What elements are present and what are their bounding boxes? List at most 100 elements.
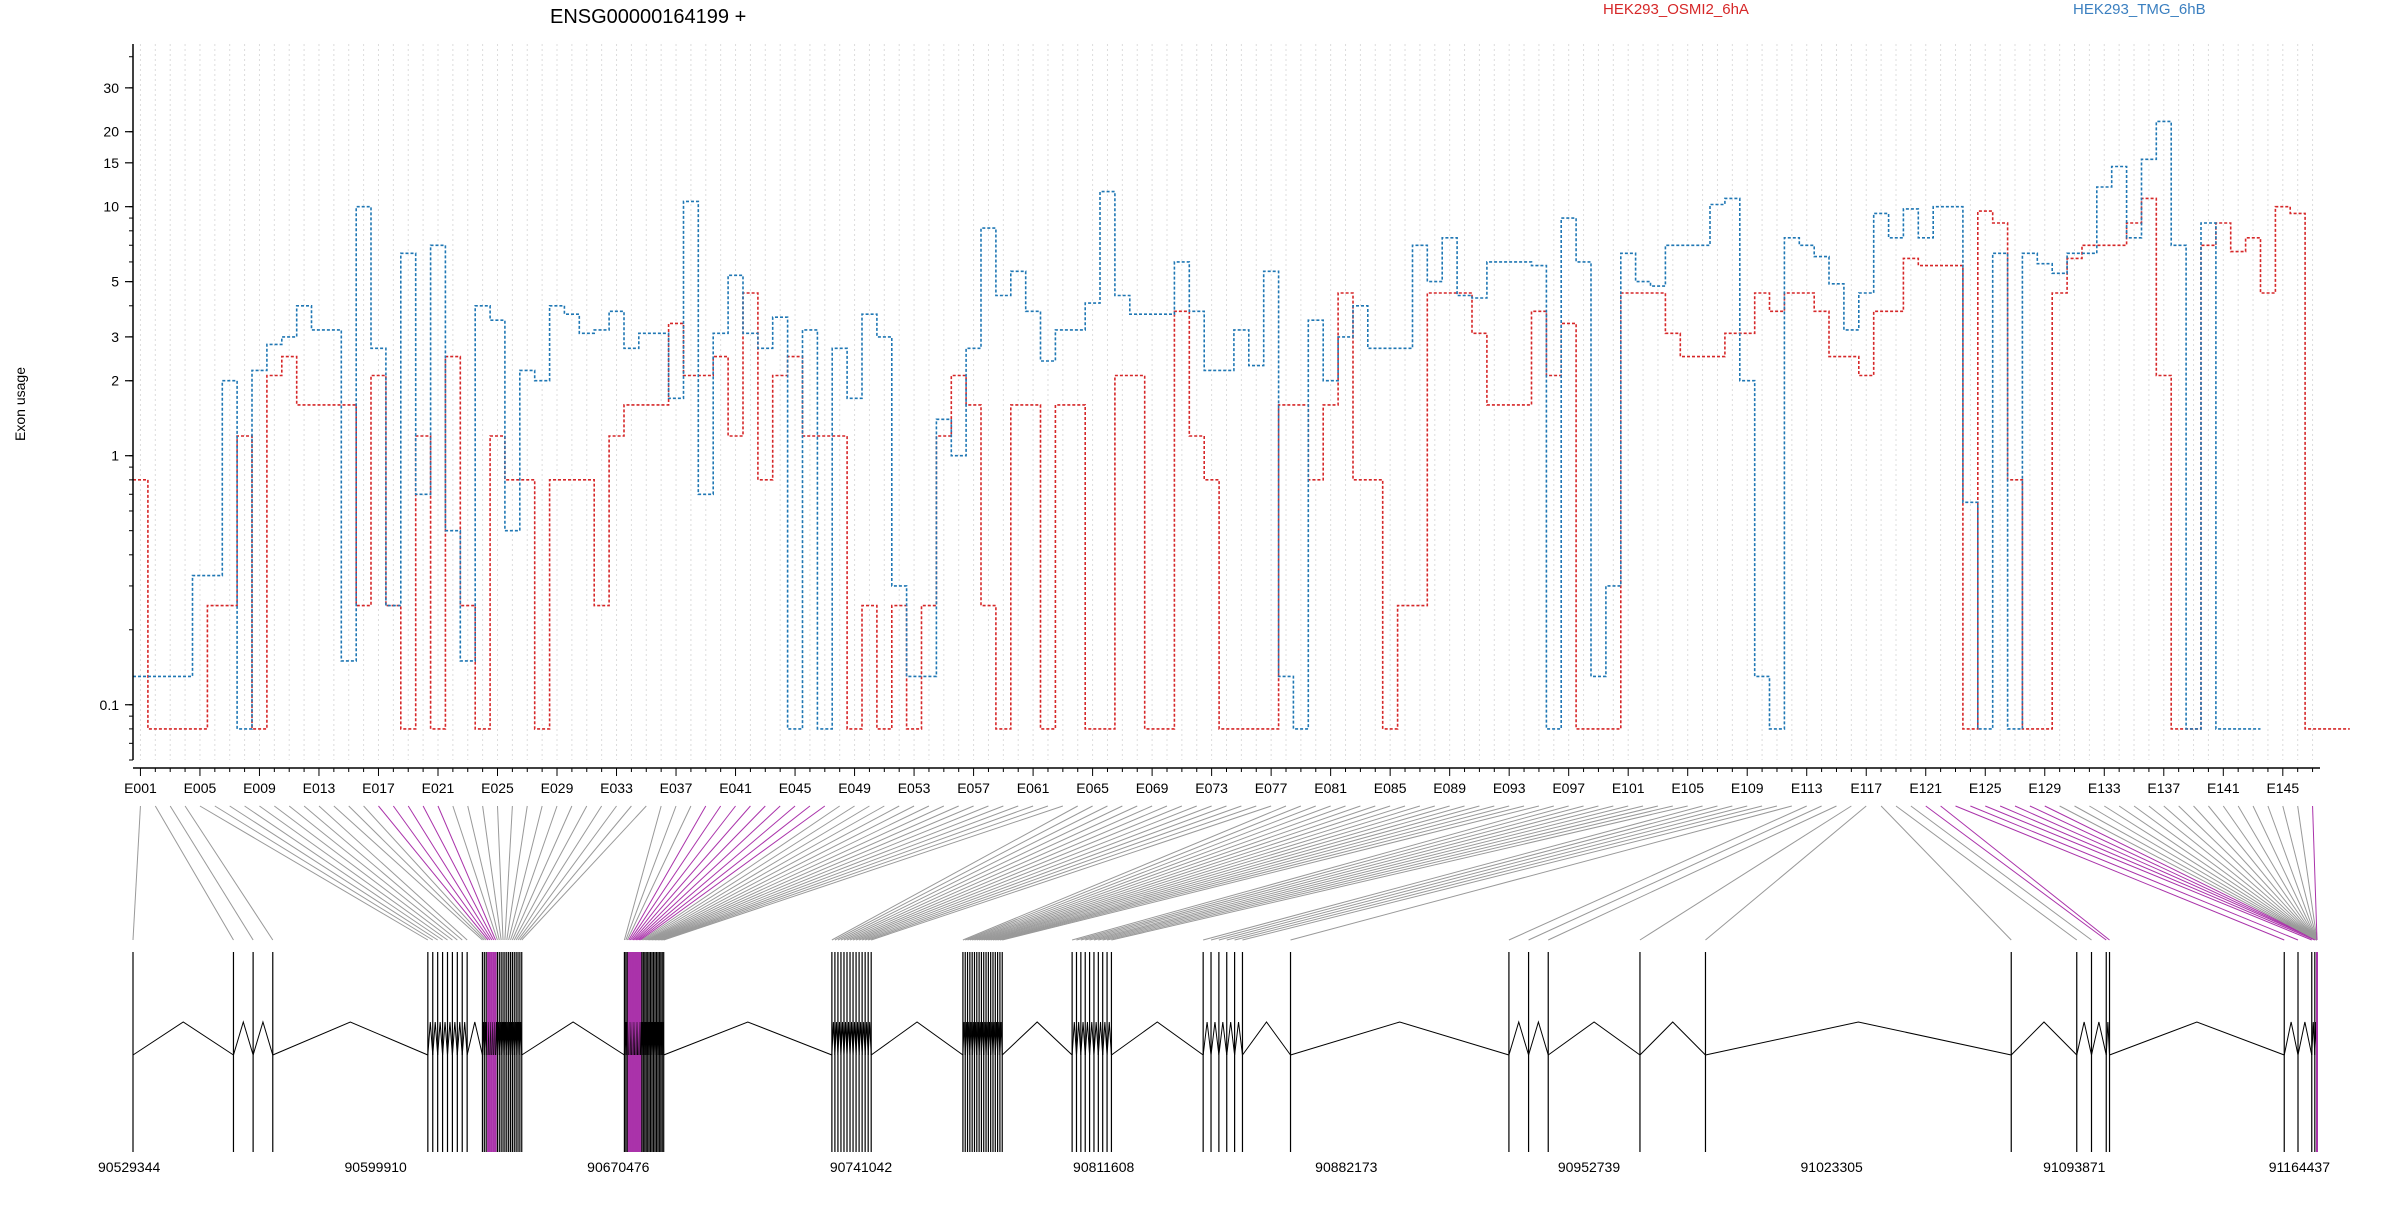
exon-connector	[2282, 805, 2318, 941]
exon-connector	[504, 805, 513, 941]
exon-connector	[2148, 805, 2318, 941]
exon-connector	[169, 805, 254, 941]
exon-connector	[1002, 805, 1540, 941]
exon-connector	[2133, 805, 2318, 941]
intron-line	[1001, 1021, 1073, 1056]
intron-line	[456, 1021, 463, 1056]
intron-line	[1202, 1021, 1212, 1056]
exon-connector	[834, 805, 1093, 941]
x-tick-label: E037	[660, 780, 693, 796]
x-tick-label: E089	[1433, 780, 1466, 796]
genomic-coordinate-label: 90741042	[830, 1159, 893, 1175]
y-tick-label: 1	[111, 448, 119, 464]
intron-line	[272, 1021, 429, 1056]
y-tick-label: 15	[103, 155, 119, 171]
y-tick-label: 3	[111, 329, 119, 345]
exon-connector	[2208, 805, 2318, 941]
x-tick-label: E033	[600, 780, 633, 796]
intron-line	[232, 1020, 254, 1056]
x-tick-label: E073	[1195, 780, 1228, 796]
exon-connector	[132, 805, 141, 941]
exon-connector	[637, 805, 796, 941]
exon-connector	[1528, 805, 1822, 941]
exon-connector	[482, 805, 502, 941]
intron-line	[451, 1021, 458, 1056]
x-tick-label: E133	[2088, 780, 2121, 796]
genomic-coordinate-label: 90882173	[1315, 1159, 1378, 1175]
exon-connector	[659, 805, 1019, 941]
intron-line	[437, 1021, 444, 1056]
x-tick-label: E053	[898, 780, 931, 796]
exon-connector	[2059, 805, 2318, 941]
exon-connector	[1071, 805, 1554, 941]
exon-connector	[508, 805, 543, 941]
exon-connector	[1508, 805, 1807, 941]
intron-line	[252, 1020, 274, 1056]
exon-connector	[515, 805, 603, 941]
exon-connector	[303, 805, 463, 941]
x-tick-label: E029	[541, 780, 574, 796]
intron-line	[1102, 1021, 1108, 1056]
exon-connector	[660, 805, 1034, 941]
x-tick-label: E137	[2147, 780, 2180, 796]
exon-connector	[1098, 805, 1644, 941]
exon-connector	[974, 805, 1361, 941]
intron-line	[1705, 1021, 2012, 1056]
genomic-coordinate-label: 90952739	[1558, 1159, 1621, 1175]
intron-line	[1508, 1020, 1530, 1056]
exon-connector	[2014, 805, 2317, 941]
axes: 0.1 1 2 3 5 10 15 20 30 E001 E005 E009 E013 E017 E021 E…	[100, 44, 2320, 796]
exon-connector	[1970, 805, 2299, 941]
exon-connector	[2163, 805, 2318, 941]
exon-connector	[497, 805, 504, 941]
exon-connector	[2267, 805, 2318, 941]
exon-connector	[641, 805, 840, 941]
x-tick-label: E021	[422, 780, 455, 796]
exon-connector	[662, 805, 1049, 941]
exon-connector	[871, 805, 1272, 941]
exon-connector	[1910, 805, 2092, 941]
exon-connector	[318, 805, 468, 941]
exon-connector	[623, 805, 662, 941]
exon-connector	[643, 805, 855, 941]
exon-connector	[1548, 805, 1837, 941]
intron-line	[1097, 1021, 1104, 1056]
exon-connector	[2118, 805, 2318, 941]
exon-connector	[648, 805, 915, 941]
exon-connector	[1955, 805, 2285, 941]
x-tick-label: E101	[1612, 780, 1645, 796]
exon-connector	[656, 805, 989, 941]
intron-line	[2297, 1021, 2313, 1056]
exon-connector	[965, 805, 1302, 941]
exon-connector	[858, 805, 1212, 941]
exon-connector	[363, 805, 487, 941]
exon-connector	[511, 805, 573, 941]
exon-connector	[837, 805, 1108, 941]
exon-connector	[184, 805, 274, 941]
exon-connector	[422, 805, 495, 941]
intron-line	[1071, 1021, 1077, 1056]
intron-line	[432, 1021, 439, 1056]
exon-connector	[1218, 805, 1733, 941]
exon-connector	[517, 805, 617, 941]
x-tick-label: E057	[957, 780, 990, 796]
intron-line	[442, 1021, 448, 1056]
x-tick-label: E109	[1731, 780, 1764, 796]
exon-connector	[631, 805, 736, 941]
exon-connector	[2104, 805, 2318, 941]
intron-line	[521, 1021, 625, 1056]
exon-connector	[2222, 805, 2318, 941]
genomic-coordinate-label: 91093871	[2043, 1159, 2106, 1175]
exon-connector	[378, 805, 489, 941]
intron-line	[1084, 1021, 1091, 1056]
exon-connector	[657, 805, 1004, 941]
exon-connector	[651, 805, 945, 941]
exon-connector	[2178, 805, 2318, 941]
exon-connector	[632, 805, 751, 941]
exon-connector	[852, 805, 1183, 941]
exon-gridlines	[139, 44, 2314, 760]
intron-line	[1080, 1021, 1086, 1056]
exon-connector	[997, 805, 1510, 941]
exon-connector	[843, 805, 1138, 941]
exon-connector	[855, 805, 1197, 941]
